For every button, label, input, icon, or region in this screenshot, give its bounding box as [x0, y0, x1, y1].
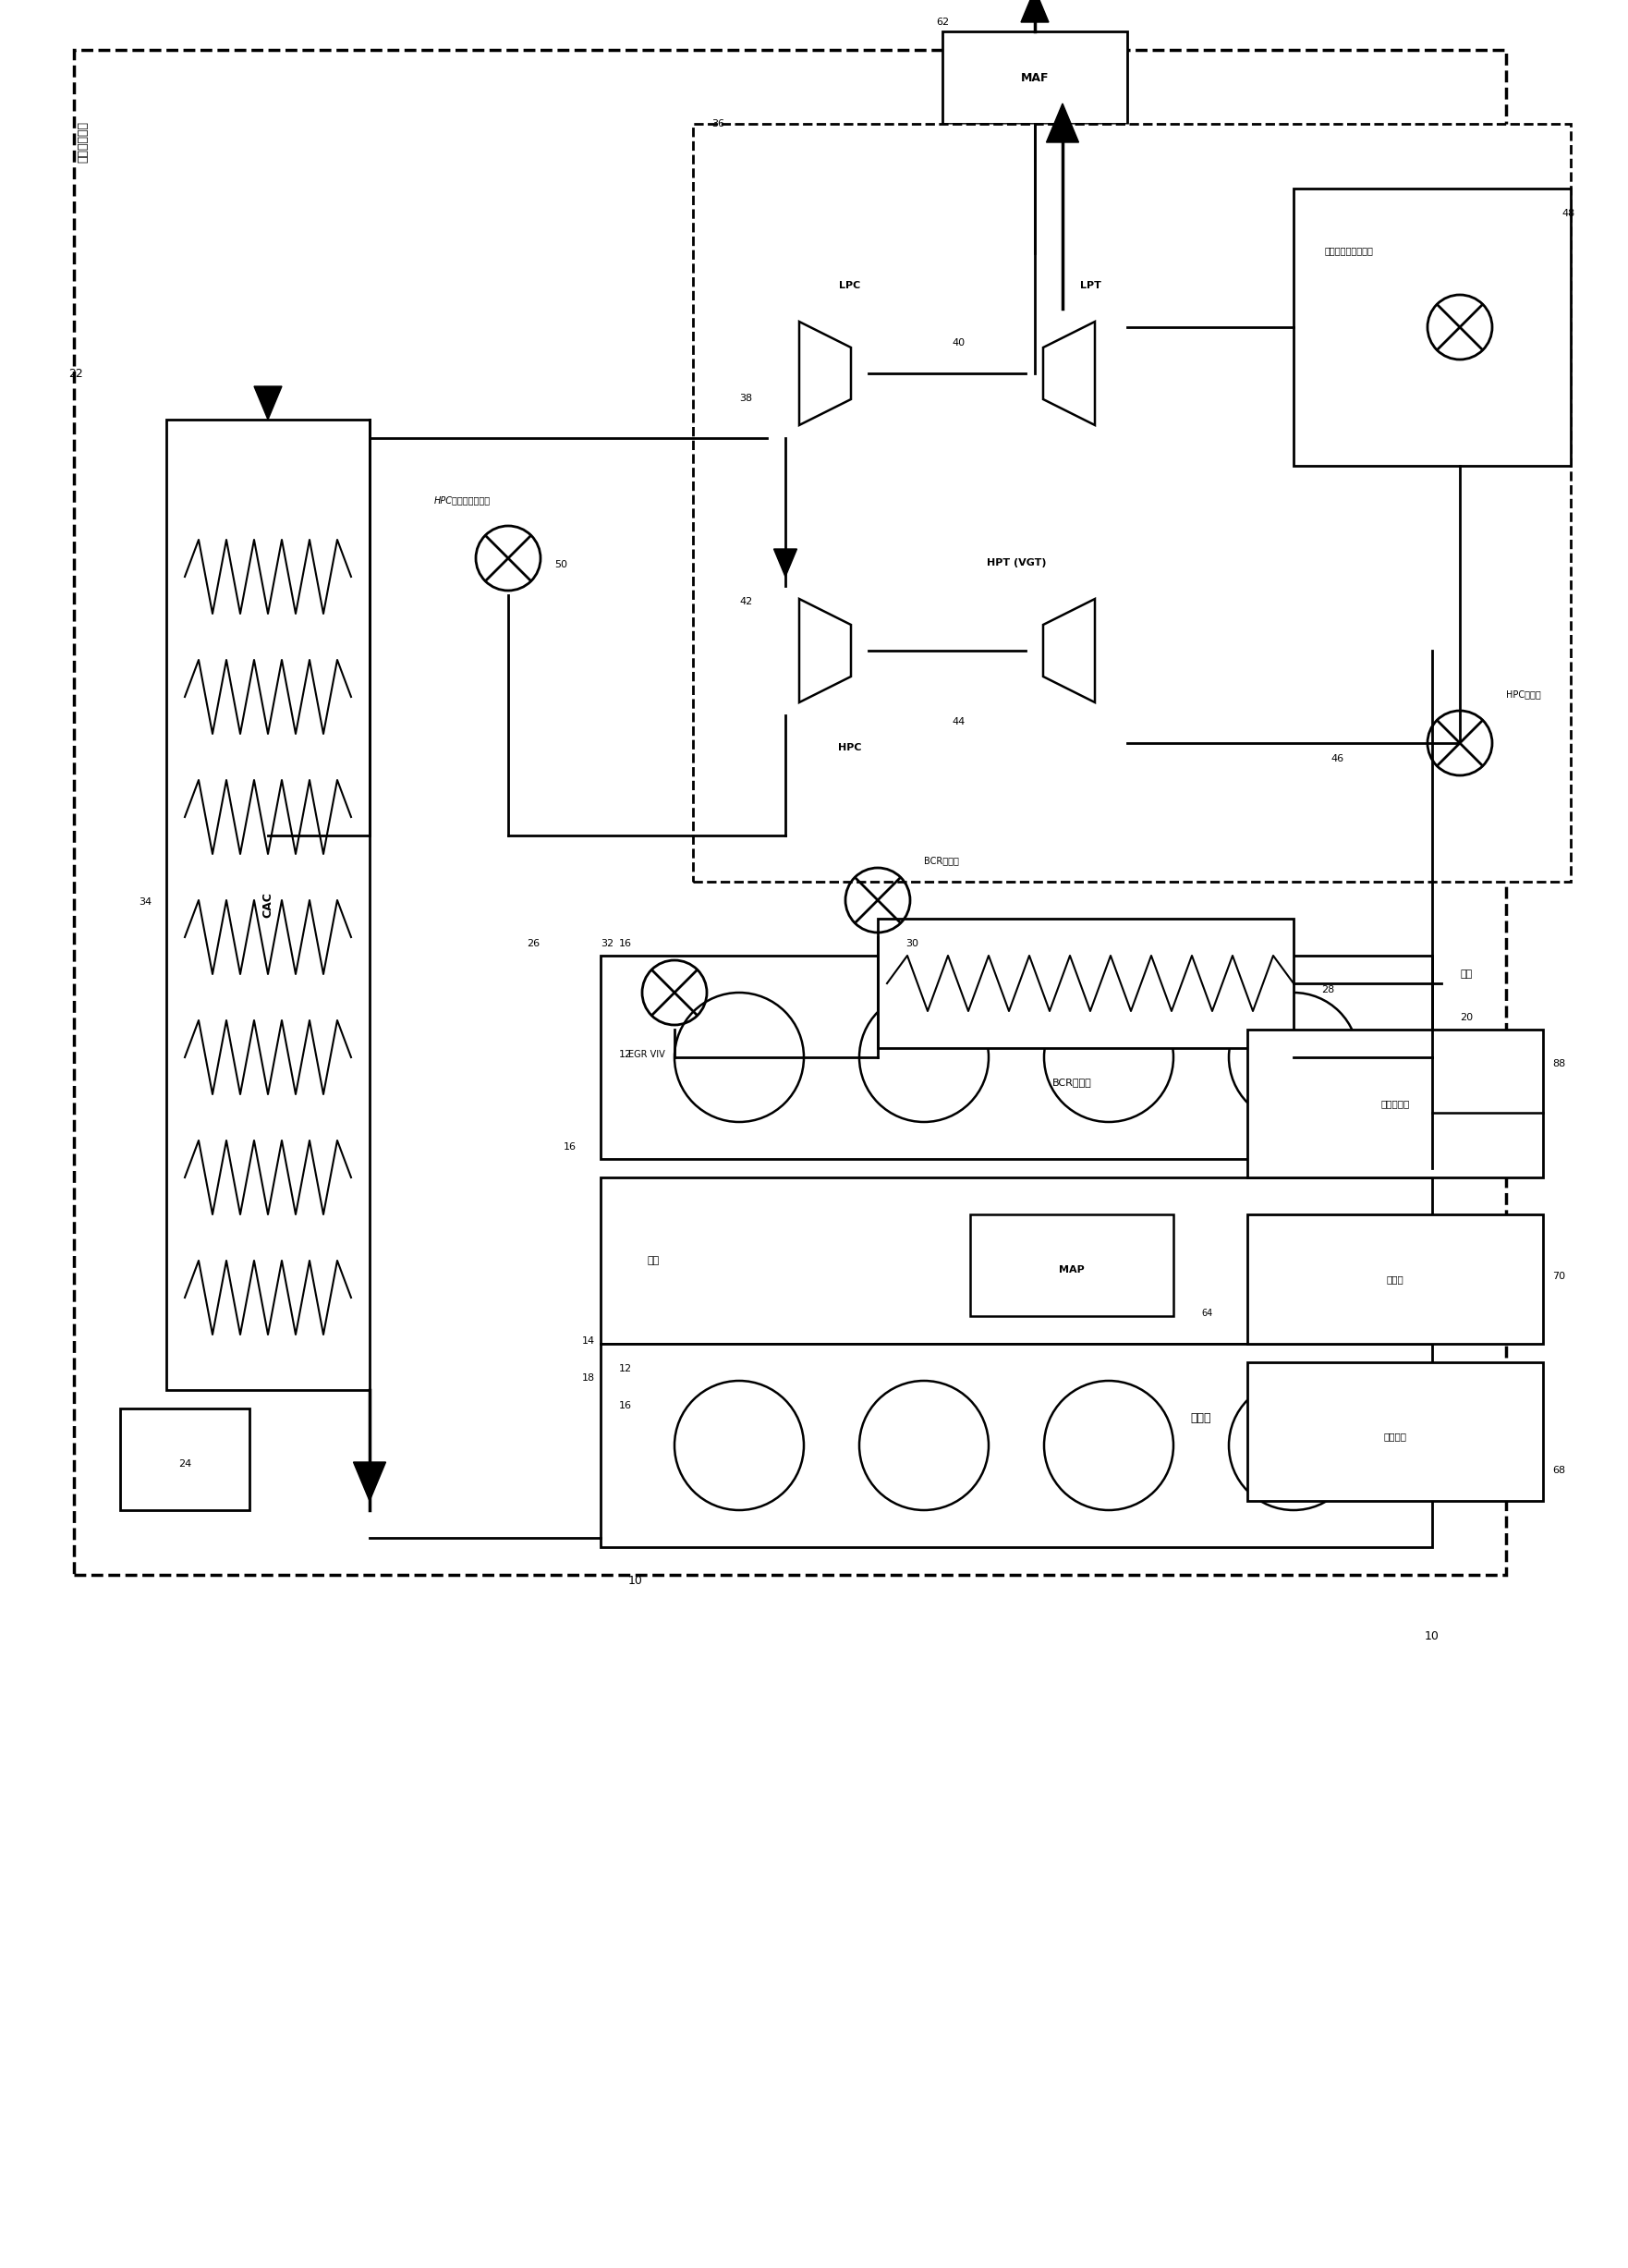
Text: 32: 32 — [601, 939, 614, 948]
Text: HPT (VGT): HPT (VGT) — [987, 558, 1047, 567]
Text: 发动机: 发动机 — [1190, 1411, 1211, 1424]
Text: 10: 10 — [628, 1574, 643, 1588]
Bar — [943, 32, 1127, 125]
Text: 控制模块: 控制模块 — [1384, 1431, 1407, 1440]
Text: MAF: MAF — [1021, 73, 1048, 84]
Polygon shape — [799, 599, 851, 703]
Text: HPC旁通阀（无源）: HPC旁通阀（无源） — [433, 494, 490, 503]
Text: 14: 14 — [583, 1336, 596, 1345]
Text: 62: 62 — [936, 18, 949, 27]
Text: 30: 30 — [905, 939, 918, 948]
Text: 70: 70 — [1551, 1272, 1565, 1281]
Text: 20: 20 — [1460, 1014, 1473, 1023]
Bar — [694, 125, 1571, 882]
Polygon shape — [1044, 599, 1096, 703]
Text: LPC: LPC — [840, 281, 861, 290]
Text: 空气充气系统: 空气充气系统 — [77, 122, 90, 163]
Text: 进气: 进气 — [646, 1256, 659, 1266]
Text: 64: 64 — [1201, 1309, 1213, 1318]
Bar — [601, 955, 1433, 1159]
Text: 28: 28 — [1322, 984, 1335, 993]
Text: 22: 22 — [68, 367, 83, 379]
Polygon shape — [353, 1463, 386, 1501]
Text: 12: 12 — [619, 1050, 632, 1059]
Text: 48: 48 — [1561, 209, 1574, 218]
Bar — [1294, 188, 1571, 465]
Bar — [1247, 1363, 1543, 1501]
Bar — [970, 1213, 1174, 1315]
Bar — [166, 420, 370, 1390]
Text: 24: 24 — [177, 1458, 192, 1470]
Bar — [73, 50, 1506, 1574]
Text: LPT: LPT — [1079, 281, 1101, 290]
Text: 排气: 排气 — [1460, 968, 1472, 980]
Text: 16: 16 — [619, 1402, 632, 1411]
Polygon shape — [1021, 0, 1048, 23]
Polygon shape — [773, 549, 798, 576]
Text: 34: 34 — [138, 898, 151, 907]
Text: 88: 88 — [1551, 1059, 1566, 1068]
Polygon shape — [254, 386, 282, 420]
Bar — [877, 919, 1294, 1048]
Text: 26: 26 — [526, 939, 540, 948]
Bar — [1247, 1213, 1543, 1345]
Text: 50: 50 — [555, 560, 567, 569]
Text: 42: 42 — [739, 596, 752, 606]
Text: 10: 10 — [1424, 1631, 1439, 1642]
Bar — [601, 1177, 1433, 1345]
Bar — [120, 1408, 249, 1510]
Text: EGR VIV: EGR VIV — [628, 1050, 666, 1059]
Polygon shape — [1044, 322, 1096, 424]
Text: 40: 40 — [952, 338, 965, 347]
Polygon shape — [1047, 104, 1079, 143]
Text: MAP: MAP — [1058, 1266, 1084, 1275]
Text: 变换器: 变换器 — [1387, 1275, 1403, 1284]
Text: 38: 38 — [739, 395, 752, 404]
Text: 46: 46 — [1330, 755, 1343, 764]
Text: 68: 68 — [1551, 1465, 1565, 1474]
Text: BCR冷却器: BCR冷却器 — [1052, 1077, 1091, 1086]
Text: HPC旁通阀: HPC旁通阀 — [1506, 689, 1542, 699]
Text: 12: 12 — [619, 1363, 632, 1374]
Text: 44: 44 — [952, 717, 965, 726]
Polygon shape — [799, 322, 851, 424]
Text: BCR节气门: BCR节气门 — [925, 855, 959, 864]
Text: 18: 18 — [583, 1374, 596, 1383]
Bar — [1247, 1030, 1543, 1177]
Text: 36: 36 — [711, 120, 724, 129]
Text: 16: 16 — [563, 1143, 576, 1152]
Text: CAC: CAC — [262, 891, 274, 919]
Bar — [601, 1345, 1433, 1547]
Text: HPC: HPC — [838, 744, 861, 753]
Text: 16: 16 — [619, 939, 632, 948]
Text: 废气旁通阀（无源）: 废气旁通阀（无源） — [1325, 245, 1374, 254]
Text: 其他传感器: 其他传感器 — [1381, 1100, 1410, 1109]
